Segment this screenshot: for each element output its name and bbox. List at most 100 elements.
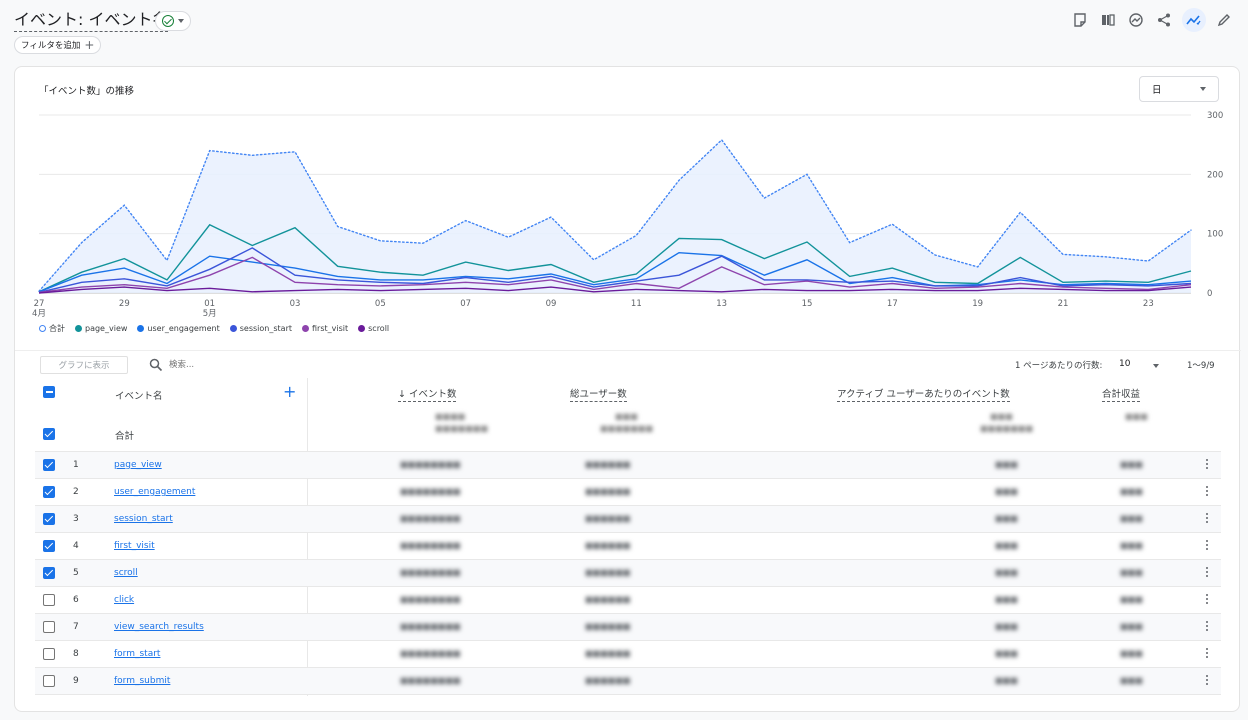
total-per-user-sub-redacted: ■■■■■■■ xyxy=(980,424,1033,433)
event-name-link[interactable]: session_start xyxy=(114,514,173,524)
chart-title: 「イベント数」の推移 xyxy=(39,86,135,97)
row-checkbox[interactable] xyxy=(43,540,55,552)
series-line-first-visit xyxy=(38,256,1192,294)
event-count-redacted: ■■■■■■■■ xyxy=(400,487,461,496)
header-total-users[interactable]: 総ユーザー数 xyxy=(570,389,627,402)
row-index: 1 xyxy=(73,460,79,470)
events-per-user-redacted: ■■■ xyxy=(995,541,1018,550)
status-chip[interactable] xyxy=(155,11,191,31)
row-checkbox[interactable] xyxy=(43,594,55,606)
share-icon xyxy=(1158,13,1170,27)
row-checkbox[interactable] xyxy=(43,459,55,471)
header-event-name[interactable]: イベント名 xyxy=(115,391,163,402)
more-vert-icon[interactable] xyxy=(1205,511,1209,527)
header-total-revenue[interactable]: 合計収益 xyxy=(1102,389,1141,402)
select-all-checkbox[interactable] xyxy=(43,386,55,398)
rows-per-page-label: 1 ページあたりの行数: xyxy=(1015,361,1103,371)
search-input[interactable] xyxy=(169,356,369,374)
more-vert-icon[interactable] xyxy=(1205,538,1209,554)
event-name-link[interactable]: form_start xyxy=(114,649,161,659)
plot-rows-button[interactable]: グラフに表示 xyxy=(40,356,128,374)
row-checkbox[interactable] xyxy=(43,567,55,579)
y-tick-label: 300 xyxy=(1207,111,1223,121)
events-per-user-redacted: ■■■ xyxy=(995,514,1018,523)
row-index: 3 xyxy=(73,514,79,524)
share-button[interactable] xyxy=(1154,10,1174,30)
total-users-redacted: ■■■■■■ xyxy=(585,460,631,469)
events-per-user-redacted: ■■■ xyxy=(995,460,1018,469)
header-event-count[interactable]: ↓ イベント数 xyxy=(398,389,457,402)
events-per-user-redacted: ■■■ xyxy=(995,487,1018,496)
rows-per-page-select[interactable]: 10 xyxy=(1119,359,1131,369)
search-icon xyxy=(149,358,163,372)
event-name-link[interactable]: view_search_results xyxy=(114,622,204,632)
period-select[interactable]: 日 xyxy=(1139,76,1219,102)
row-checkbox[interactable] xyxy=(43,675,55,687)
revenue-redacted: ■■■ xyxy=(1120,541,1143,550)
x-tick-label: 11 xyxy=(631,299,642,309)
x-tick-label: 03 xyxy=(290,299,301,309)
event-name-link[interactable]: first_visit xyxy=(114,541,155,551)
chart-legend: 合計 page_view user_engagement session_start f… xyxy=(39,323,389,334)
add-filter-label: フィルタを追加 xyxy=(21,41,81,51)
legend-label: 合計 xyxy=(49,324,65,333)
more-vert-icon[interactable] xyxy=(1205,619,1209,635)
event-count-redacted: ■■■■■■■■ xyxy=(400,622,461,631)
more-vert-icon[interactable] xyxy=(1205,484,1209,500)
page-title[interactable]: イベント: イベント名 xyxy=(14,9,169,32)
total-revenue-redacted: ■■■ xyxy=(1125,412,1148,421)
header-events-per-user[interactable]: アクティブ ユーザーあたりのイベント数 xyxy=(837,389,1010,402)
row-index: 6 xyxy=(73,595,79,605)
row-checkbox[interactable] xyxy=(43,621,55,633)
explore-button[interactable] xyxy=(1126,10,1146,30)
edit-button[interactable] xyxy=(1214,10,1234,30)
column-divider xyxy=(307,378,308,696)
row-checkbox[interactable] xyxy=(43,648,55,660)
row-checkbox[interactable] xyxy=(43,513,55,525)
x-tick-label: 29 xyxy=(119,299,130,309)
compare-button[interactable] xyxy=(1098,10,1118,30)
more-vert-icon[interactable] xyxy=(1205,673,1209,689)
chevron-down-icon xyxy=(178,19,184,23)
event-name-link[interactable]: form_submit xyxy=(114,676,171,686)
legend-dot xyxy=(229,325,237,332)
table-row: 1 page_view ■■■■■■■■ ■■■■■■ ■■■ ■■■ xyxy=(35,452,1221,479)
legend-item: first_visit xyxy=(302,323,348,334)
table-row: 2 user_engagement ■■■■■■■■ ■■■■■■ ■■■ ■■■ xyxy=(35,479,1221,506)
total-event-count-redacted: ■■■■ xyxy=(435,412,466,421)
row-index: 4 xyxy=(73,541,79,551)
event-name-link[interactable]: user_engagement xyxy=(114,487,196,497)
more-vert-icon[interactable] xyxy=(1205,646,1209,662)
revenue-redacted: ■■■ xyxy=(1120,676,1143,685)
add-dimension-button[interactable]: + xyxy=(283,382,297,401)
trend-button[interactable] xyxy=(1182,8,1206,32)
event-name-link[interactable]: click xyxy=(114,595,135,605)
table-row: 3 session_start ■■■■■■■■ ■■■■■■ ■■■ ■■■ xyxy=(35,506,1221,533)
x-tick-label: 21 xyxy=(1058,299,1069,309)
page-range: 1〜9/9 xyxy=(1187,361,1215,371)
row-checkbox[interactable] xyxy=(43,486,55,498)
compare-icon xyxy=(1102,14,1115,26)
explore-icon xyxy=(1129,13,1143,27)
total-checkbox[interactable] xyxy=(43,428,55,440)
x-tick-sublabel: 4月 xyxy=(32,309,46,317)
table-header: イベント名 + ↓ イベント数 総ユーザー数 アクティブ ユーザーあたりのイベン… xyxy=(35,378,1221,452)
x-tick-label: 27 xyxy=(34,299,45,309)
chevron-down-icon[interactable] xyxy=(1153,364,1159,368)
event-name-link[interactable]: scroll xyxy=(114,568,138,578)
table-row: 9 form_submit ■■■■■■■■ ■■■■■■ ■■■ ■■■ xyxy=(35,668,1221,695)
period-value: 日 xyxy=(1152,85,1162,96)
legend-item: scroll xyxy=(358,323,389,334)
event-name-link[interactable]: page_view xyxy=(114,460,162,470)
total-users-redacted: ■■■■■■ xyxy=(585,487,631,496)
events-per-user-redacted: ■■■ xyxy=(995,568,1018,577)
more-vert-icon[interactable] xyxy=(1205,592,1209,608)
legend-dot xyxy=(137,325,145,332)
add-filter-button[interactable]: フィルタを追加 + xyxy=(14,36,102,54)
insights-button[interactable] xyxy=(1070,10,1090,30)
x-tick-label: 15 xyxy=(802,299,813,309)
more-vert-icon[interactable] xyxy=(1205,457,1209,473)
more-vert-icon[interactable] xyxy=(1205,565,1209,581)
table-body: 1 page_view ■■■■■■■■ ■■■■■■ ■■■ ■■■ 2 user_enga… xyxy=(35,452,1221,695)
revenue-redacted: ■■■ xyxy=(1120,622,1143,631)
